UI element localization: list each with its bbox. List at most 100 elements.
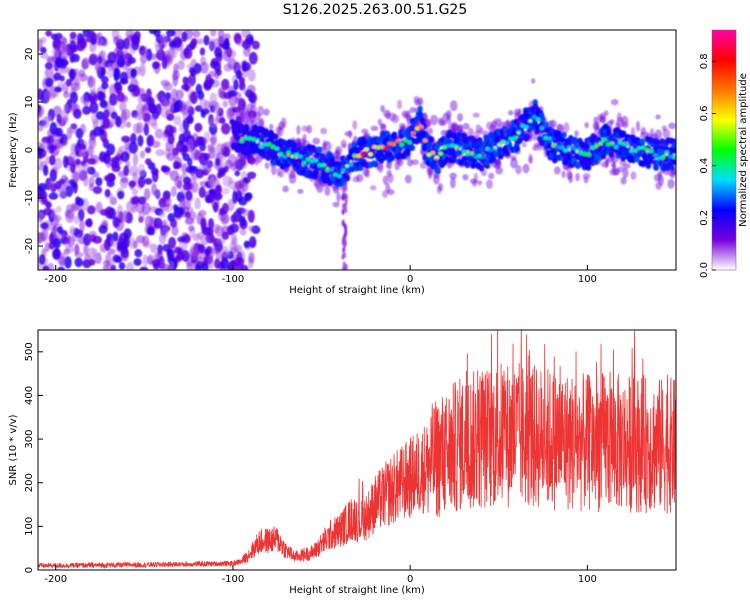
spectrogram-peak xyxy=(461,149,467,154)
spectrogram-cell xyxy=(77,170,86,182)
spectrogram-cell xyxy=(42,265,50,270)
spectrogram-cell xyxy=(252,127,258,135)
spectrogram-cell xyxy=(165,92,171,100)
spectrogram-cell xyxy=(45,77,54,88)
spectrogram-cell xyxy=(99,99,108,109)
spectrogram-cell xyxy=(241,30,251,39)
spectrogram-peak xyxy=(566,145,572,150)
spectrogram-x-tick-label: -100 xyxy=(222,274,245,285)
spectrogram-peak xyxy=(243,135,249,140)
spectrogram-cell xyxy=(477,180,483,186)
spectrogram-cell xyxy=(668,122,676,130)
spectrogram-cell xyxy=(669,164,675,172)
spectrogram-peak xyxy=(605,142,611,147)
spectrogram-cell xyxy=(187,225,195,232)
spectrogram-peak xyxy=(247,136,253,141)
spectrogram-cell xyxy=(85,219,93,227)
spectrogram-peak xyxy=(617,140,623,145)
spectrogram-cell xyxy=(194,264,202,270)
spectrogram-cell xyxy=(139,65,146,78)
spectrogram-y-tick-label: -20 xyxy=(24,238,35,254)
spectrogram-cell xyxy=(243,240,251,249)
spectrogram-cell xyxy=(57,226,64,234)
spectrogram-cell xyxy=(132,153,139,166)
spectrogram-cell xyxy=(70,103,78,112)
spectrogram-cell xyxy=(208,38,216,52)
spectrogram-peak xyxy=(668,154,674,159)
spectrogram-cell xyxy=(182,153,190,162)
spectrogram-peak xyxy=(453,144,459,149)
spectrogram-peak xyxy=(473,154,479,159)
spectrogram-cell xyxy=(99,208,110,216)
spectrogram-cell xyxy=(55,57,64,69)
spectrogram-peak xyxy=(465,151,471,156)
spectrogram-cell xyxy=(604,159,609,169)
spectrogram-cell xyxy=(239,77,246,88)
spectrogram-cell xyxy=(137,135,144,147)
spectrogram-peak xyxy=(293,152,299,157)
spectrogram-cell xyxy=(138,196,147,205)
spectrogram-cell xyxy=(43,90,50,102)
spectrogram-cell xyxy=(232,211,240,223)
spectrogram-cell xyxy=(219,117,226,124)
spectrogram-cell xyxy=(510,155,517,161)
spectrogram-cell xyxy=(144,178,153,185)
spectrogram-cell xyxy=(251,40,260,50)
spectrogram-peak xyxy=(582,151,588,156)
spectrogram-cell xyxy=(486,179,493,190)
spectrogram-cell xyxy=(123,165,130,177)
spectrogram-cell xyxy=(311,146,317,154)
spectrogram-cell xyxy=(69,40,77,54)
spectrogram-cell xyxy=(54,181,62,190)
spectrogram-peak xyxy=(414,126,420,131)
spectrogram-cell xyxy=(60,116,67,126)
spectrogram-cell xyxy=(69,161,76,174)
spectrogram-peak xyxy=(379,145,385,150)
spectrogram-cell xyxy=(229,241,237,252)
spectrogram-cell xyxy=(44,66,54,79)
snr-y-axis: 0 100 200 300 400 500 xyxy=(24,342,43,573)
spectrogram-cell xyxy=(204,248,211,257)
spectrogram-peak xyxy=(637,146,642,151)
spectrogram-cell xyxy=(182,182,192,191)
spectrogram-cell xyxy=(88,30,95,38)
spectrogram-cell xyxy=(385,182,391,194)
spectrogram-cell xyxy=(137,87,146,97)
spectrogram-cell xyxy=(174,175,183,189)
spectrogram-peak xyxy=(258,144,264,149)
spectrogram-cell xyxy=(132,123,142,135)
spectrogram-cell xyxy=(223,33,231,40)
snr-x-tick-label: -100 xyxy=(222,574,245,585)
spectrogram-peak xyxy=(412,132,415,135)
spectrogram-cell xyxy=(71,182,78,189)
spectrogram-cell xyxy=(222,39,230,50)
spectrogram-peak xyxy=(325,167,330,172)
spectrogram-cell xyxy=(418,112,424,119)
spectrogram-cell xyxy=(248,51,258,65)
spectrogram-cell xyxy=(63,234,71,245)
spectrogram-cell xyxy=(69,31,77,39)
spectrogram-cell xyxy=(116,43,124,50)
spectrogram-cell xyxy=(242,208,250,217)
spectrogram-cell xyxy=(92,186,103,194)
snr-y-label: SNR (10 * v/v) xyxy=(8,414,19,485)
spectrogram-cell xyxy=(532,145,539,152)
spectrogram-cell xyxy=(95,62,102,75)
spectrogram-cell xyxy=(55,205,62,213)
spectrogram-cell xyxy=(655,114,661,120)
snr-y-tick-label: 300 xyxy=(24,430,35,449)
spectrogram-cell xyxy=(193,62,202,74)
spectrogram-peak xyxy=(543,136,549,141)
spectrogram-cell xyxy=(78,143,87,151)
spectrogram-cell xyxy=(168,236,177,249)
spectrogram-cell xyxy=(343,222,347,229)
spectrogram-peak xyxy=(493,146,497,149)
spectrogram-cell xyxy=(324,141,332,152)
spectrogram-cell xyxy=(616,112,622,123)
spectrogram-cell xyxy=(153,61,161,75)
spectrogram-cell xyxy=(209,118,219,128)
spectrogram-cell xyxy=(103,109,110,118)
spectrogram-cell xyxy=(139,266,149,270)
spectrogram-peak xyxy=(251,137,256,142)
